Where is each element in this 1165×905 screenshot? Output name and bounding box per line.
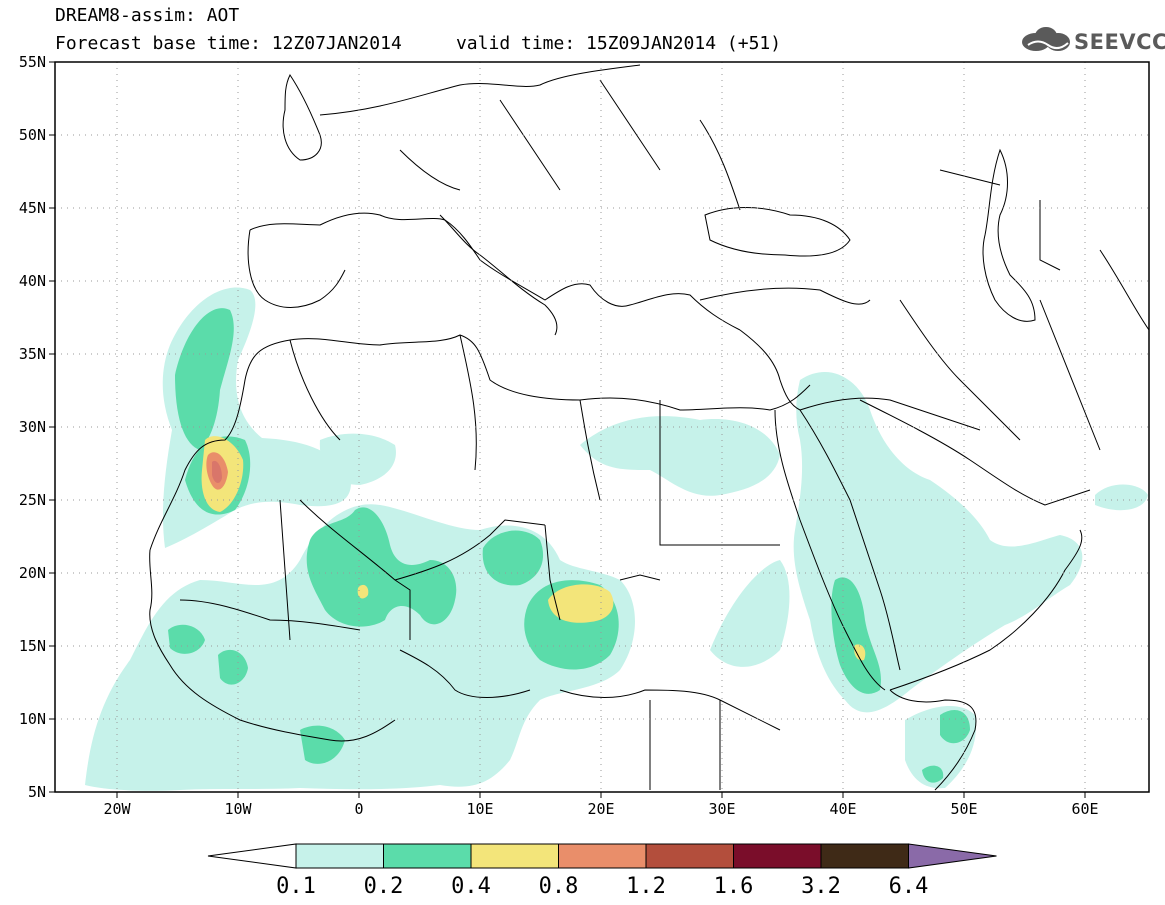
border-europe xyxy=(399,79,741,211)
colorbar-swatch xyxy=(820,843,909,869)
x-tick-label: 30E xyxy=(708,800,735,818)
colorbar-swatch xyxy=(383,843,472,869)
border-middle-east xyxy=(799,299,1101,451)
colorbar-level-label: 6.4 xyxy=(889,874,929,899)
colorbar-level-label: 0.4 xyxy=(451,874,491,899)
border-central-asia xyxy=(939,169,1149,331)
x-tick-label: 50E xyxy=(950,800,977,818)
x-tick-label: 10W xyxy=(224,800,252,818)
coastline-europe xyxy=(249,212,741,331)
coastline-north xyxy=(319,64,641,116)
tick-marks xyxy=(49,61,1086,798)
y-tick-label: 30N xyxy=(19,418,46,436)
aot-region-mali-yellow xyxy=(357,584,369,599)
coastline-africa-north xyxy=(149,334,811,551)
y-tick-label: 55N xyxy=(19,53,46,71)
aot-region-redsea-green xyxy=(831,577,882,694)
y-tick-label: 35N xyxy=(19,345,46,363)
x-tick-label: 60E xyxy=(1071,800,1098,818)
aot-region-ethiopia xyxy=(710,560,790,667)
aot-region-burkina-green xyxy=(218,649,248,685)
colorbar-level-label: 0.8 xyxy=(539,874,579,899)
aot-region-mali-green xyxy=(306,507,457,627)
colorbar-level-label: 1.6 xyxy=(714,874,754,899)
coastline-persian-gulf xyxy=(859,399,1091,506)
colorbar-level-label: 3.2 xyxy=(801,874,841,899)
x-tick-label: 20W xyxy=(103,800,131,818)
coastline-italy xyxy=(439,214,558,336)
colorbar-swatch xyxy=(295,843,384,869)
coastline-caspian xyxy=(982,148,1036,322)
coastline-arabia-south xyxy=(889,529,1083,691)
aot-region-eritrea-yellow xyxy=(854,644,866,661)
coastline-redsea-west xyxy=(774,409,886,691)
y-tick-label: 50N xyxy=(19,126,46,144)
y-tick-label: 40N xyxy=(19,272,46,290)
aot-field xyxy=(85,287,1148,791)
coastline-redsea-east xyxy=(799,409,901,671)
border-east-africa xyxy=(559,689,781,790)
coastline-black-sea xyxy=(704,207,851,257)
colorbar-level-label: 0.2 xyxy=(364,874,404,899)
coastline-mediterranean-east xyxy=(739,329,801,411)
y-tick-label: 15N xyxy=(19,637,46,655)
colorbar-swatch xyxy=(733,843,822,869)
colorbar-labels: 0.1 0.2 0.4 0.8 1.2 1.6 3.2 6.4 xyxy=(276,874,928,899)
aot-region-nigeria-green xyxy=(300,725,345,764)
aot-region-guinea-green xyxy=(168,624,205,654)
aot-region-sahara-north xyxy=(319,433,396,485)
aot-region-morocco-green xyxy=(175,308,234,450)
x-tick-label: 10E xyxy=(466,800,493,818)
aot-region-niger-green xyxy=(482,530,544,586)
aot-region-arabia xyxy=(793,371,1083,713)
y-tick-label: 5N xyxy=(28,783,46,801)
coastline-spain xyxy=(247,229,346,308)
coastline-africa-west xyxy=(149,549,396,742)
aot-region-somalia-south-green xyxy=(922,765,944,783)
y-tick-label: 45N xyxy=(19,199,46,217)
border-north-africa xyxy=(289,334,780,546)
colorbar-swatch xyxy=(645,843,734,869)
border-west-africa xyxy=(179,599,531,698)
coastlines-borders xyxy=(149,64,1149,791)
aot-region-chad-yellow xyxy=(548,584,614,623)
cloud-logo-icon xyxy=(1022,27,1070,51)
colorbar-level-label: 0.1 xyxy=(276,874,316,899)
colorbar-swatch xyxy=(558,843,647,869)
colorbar-low-triangle xyxy=(207,843,297,869)
x-tick-label: 20E xyxy=(587,800,614,818)
aot-region-iran-coast xyxy=(1095,484,1148,511)
logo-text: SEEVCCC xyxy=(1074,30,1165,54)
lat-lon-grid xyxy=(55,62,1149,792)
x-tick-label: 0 xyxy=(354,800,363,818)
y-tick-label: 20N xyxy=(19,564,46,582)
coastline-turkey xyxy=(699,287,871,305)
title-model-variable: DREAM8-assim: AOT xyxy=(55,5,240,26)
colorbar-swatch xyxy=(470,843,559,869)
colorbar-high-triangle xyxy=(908,843,997,869)
y-tick-label: 25N xyxy=(19,491,46,509)
x-axis-labels: 20W 10W 0 10E 20E 30E 40E 50E 60E xyxy=(103,800,1098,818)
border-sahel xyxy=(279,499,661,641)
aot-region-libya-egypt xyxy=(580,416,780,496)
x-tick-label: 40E xyxy=(829,800,856,818)
colorbar-level-label: 1.2 xyxy=(626,874,666,899)
coastline-uk xyxy=(282,74,322,161)
colorbar xyxy=(207,843,997,869)
y-tick-label: 10N xyxy=(19,710,46,728)
aot-region-sahara-red xyxy=(212,460,222,484)
aot-region-somalia-green xyxy=(940,710,970,744)
title-forecast-times: Forecast base time: 12Z07JAN2014 valid t… xyxy=(55,33,782,54)
y-axis-labels: 55N 50N 45N 40N 35N 30N 25N 20N 15N 10N … xyxy=(19,53,46,801)
coastline-horn xyxy=(889,689,977,791)
